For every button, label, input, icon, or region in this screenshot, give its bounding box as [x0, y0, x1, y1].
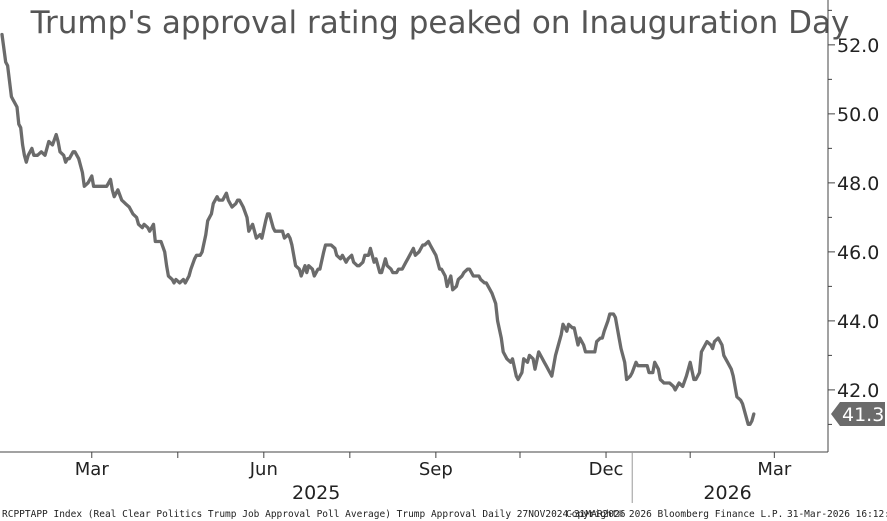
x-axis-ticks: Mar Jun Sep Dec Mar [75, 452, 792, 480]
x-tick-label: Jun [249, 459, 278, 480]
y-tick-label: 46.0 [837, 242, 879, 264]
y-tick-label: 52.0 [837, 35, 879, 57]
year-label: 2026 [703, 482, 751, 504]
x-tick-label: Sep [419, 459, 453, 480]
last-value-badge: 41.3 [831, 402, 885, 427]
y-axis-ticks: 42.0 44.0 46.0 48.0 50.0 52.0 [828, 9, 879, 425]
x-tick-label: Mar [757, 459, 792, 480]
y-tick-label: 44.0 [837, 311, 879, 333]
last-value-label: 41.3 [842, 404, 884, 426]
y-tick-label: 42.0 [837, 380, 879, 402]
series-line-trump-approval [0, 32, 756, 427]
footer-timestamp: 31-Mar-2026 16:12:42 [787, 509, 887, 520]
y-tick-label: 48.0 [837, 173, 879, 195]
x-tick-label: Mar [75, 459, 110, 480]
x-tick-label: Dec [589, 459, 624, 480]
last-value-badge-shape [831, 402, 885, 427]
chart-title: Trump's approval rating peaked on Inaugu… [30, 5, 850, 41]
year-label: 2025 [292, 482, 340, 504]
footer-source: RCPPTAPP Index (Real Clear Politics Trum… [2, 509, 626, 520]
footer-copyright: Copyright© 2026 Bloomberg Finance L.P. [566, 509, 783, 520]
plot-area [0, 32, 756, 427]
y-tick-label: 50.0 [837, 104, 879, 126]
year-labels: 2025 2026 [292, 482, 752, 504]
